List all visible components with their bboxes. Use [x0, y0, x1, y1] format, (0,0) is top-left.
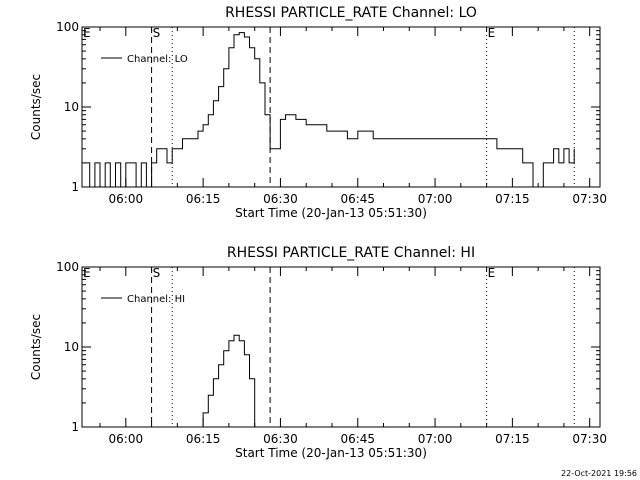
marker-label: E [488, 26, 496, 40]
x-tick-label: 07:30 [572, 432, 607, 446]
y-tick-label: 1 [71, 420, 79, 434]
y-axis-label: Counts/sec [29, 314, 43, 380]
series-line [198, 334, 256, 428]
x-tick-label: 07:15 [495, 192, 530, 206]
x-tick-label: 06:00 [109, 192, 144, 206]
x-tick-label: 07:00 [418, 432, 453, 446]
chart-title: RHESSI PARTICLE_RATE Channel: LO [225, 5, 477, 21]
x-axis-label: Start Time (20-Jan-13 05:51:30) [235, 206, 427, 220]
legend-label: Channel: HI [127, 294, 185, 305]
x-tick-label: 06:45 [340, 192, 375, 206]
x-tick-label: 06:15 [186, 192, 221, 206]
x-tick-label: 06:00 [109, 432, 144, 446]
y-tick-label: 10 [64, 340, 79, 354]
y-tick-label: 1 [71, 180, 79, 194]
series-line [84, 32, 575, 188]
marker-label: E [83, 266, 91, 280]
x-tick-label: 06:30 [263, 192, 298, 206]
x-tick-label: 06:30 [263, 432, 298, 446]
y-tick-label: 100 [56, 260, 79, 274]
y-tick-label: 10 [64, 100, 79, 114]
x-tick-label: 06:45 [340, 432, 375, 446]
footer-timestamp: 22-Oct-2021 19:56 [561, 469, 637, 478]
x-axis-label: Start Time (20-Jan-13 05:51:30) [235, 446, 427, 460]
y-axis-label: Counts/sec [29, 74, 43, 140]
marker-label: S [153, 266, 161, 280]
marker-label: E [83, 26, 91, 40]
x-tick-label: 06:15 [186, 432, 221, 446]
x-tick-label: 07:15 [495, 432, 530, 446]
x-tick-label: 07:30 [572, 192, 607, 206]
y-tick-label: 100 [56, 20, 79, 34]
x-tick-label: 07:00 [418, 192, 453, 206]
chart-lo: RHESSI PARTICLE_RATE Channel: LO 1 10 100 06… [29, 5, 607, 220]
plot-frame [81, 266, 601, 428]
chart-hi: RHESSI PARTICLE_RATE Channel: HI 1 10 100 06… [29, 245, 607, 460]
chart-title: RHESSI PARTICLE_RATE Channel: HI [227, 245, 475, 261]
marker-label: S [153, 26, 161, 40]
marker-label: E [488, 266, 496, 280]
legend-label: Channel: LO [127, 54, 188, 65]
